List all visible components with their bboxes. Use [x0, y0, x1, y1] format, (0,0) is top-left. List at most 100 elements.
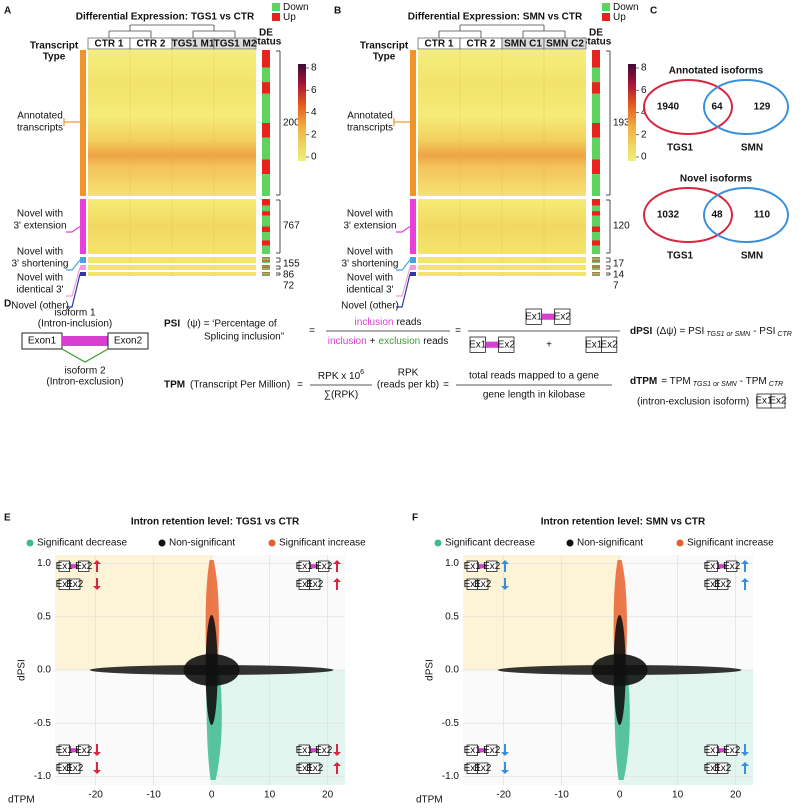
formula-term: dPSI: [630, 326, 652, 337]
group-label: 3' shortening: [12, 259, 69, 270]
connector: [66, 259, 81, 271]
heatmap-block: [418, 50, 586, 196]
arrow-head: [741, 578, 749, 582]
exon-label: Ex2: [714, 579, 732, 590]
de-segment: [262, 123, 270, 138]
de-segment: [592, 260, 600, 261]
formula-text: inclusion reads: [355, 317, 422, 328]
exon-label: Ex1: [464, 561, 482, 572]
formula-term: PSI: [164, 319, 180, 330]
de-segment: [262, 268, 270, 269]
group-label: Novel with: [347, 209, 393, 220]
de-segment: [262, 240, 270, 246]
splice-line: [61, 348, 109, 363]
de-header: Status: [251, 37, 282, 48]
de-segment: [262, 215, 270, 227]
exon-label: Ex1: [296, 579, 314, 590]
y-tick-label: -1.0: [34, 771, 52, 782]
de-segment: [262, 260, 270, 261]
exon-label: Ex1: [296, 561, 314, 572]
formula-text: = TPM: [661, 376, 691, 387]
nonsig-cloud: [183, 654, 240, 686]
intron-bar: [69, 748, 79, 753]
formula-text: dTPM = TPM TGS1 or SMN - TPM CTR: [630, 376, 783, 388]
exon-label: Ex1: [56, 579, 74, 590]
intron-bar: [717, 564, 727, 569]
venn-count: 64: [711, 102, 723, 113]
column-label: CTR 2: [137, 39, 166, 50]
scale-tick-label: 2: [311, 129, 317, 140]
column-label: CTR 1: [425, 39, 454, 50]
venn-count: 48: [711, 210, 723, 221]
connector: [396, 267, 411, 297]
isoform-label: isoform 1: [54, 308, 96, 319]
exon-label: Ex2: [723, 745, 741, 756]
de-segment: [592, 67, 600, 83]
exon-box: [726, 560, 738, 572]
exon-box: [309, 578, 321, 590]
intron-bar: [309, 564, 319, 569]
intron-bar: [62, 336, 108, 346]
exon-label: Ex1: [525, 311, 543, 322]
group-count: 2004: [283, 118, 306, 129]
arrow-head: [501, 586, 509, 590]
formula-text: RPK x 10: [318, 371, 361, 382]
scale-tick-label: 4: [311, 107, 317, 118]
intron-bar: [477, 564, 487, 569]
de-segment: [262, 274, 270, 275]
de-header: DE: [589, 28, 603, 39]
arrow-head: [333, 752, 341, 756]
legend-label: Non-significant: [169, 538, 235, 549]
formula-text: ∑(RPK): [324, 390, 358, 401]
arrow-head: [93, 560, 101, 564]
group-bar: [80, 272, 86, 276]
de-segment: [262, 257, 270, 258]
exon-box: [770, 393, 786, 409]
group-label: Novel (other): [341, 301, 399, 312]
de-segment: [592, 274, 600, 275]
exon-label: Ex2: [554, 311, 572, 322]
y-tick-label: 1.0: [37, 558, 51, 569]
de-segment: [592, 82, 600, 94]
intron-bar: [541, 313, 555, 320]
formula-text: =: [455, 326, 461, 337]
y-tick-label: 0.0: [445, 665, 459, 676]
row-header: Transcript: [30, 41, 79, 52]
exon-label: Ex2: [483, 745, 501, 756]
exon-label: Ex2: [75, 745, 93, 756]
de-segment: [262, 245, 270, 254]
legend-swatch: [272, 13, 280, 21]
group-count: 72: [283, 281, 295, 292]
exon-box: [726, 744, 738, 756]
connector: [396, 273, 411, 308]
formula-sub: TGS1 or SMN: [693, 381, 738, 388]
y-tick-label: -0.5: [34, 718, 52, 729]
formula-text: RPK x 106: [318, 369, 364, 382]
panel-title: Intron retention level: SMN vs CTR: [541, 517, 706, 528]
exon-label: Ex2: [723, 561, 741, 572]
de-segment: [592, 260, 600, 262]
de-segment: [262, 50, 270, 68]
exon-label: Ex1: [56, 745, 74, 756]
de-segment: [262, 269, 270, 270]
exon-label: Exon1: [28, 336, 57, 347]
set-label: SMN: [741, 143, 763, 154]
row-header: Type: [43, 52, 66, 63]
legend-swatch: [602, 3, 610, 11]
color-scale: [628, 64, 636, 161]
exon-box: [477, 762, 489, 774]
de-segment: [262, 82, 270, 94]
group-bar: [410, 265, 416, 270]
exon-label: Ex1: [704, 579, 722, 590]
group-label: Novel with: [17, 273, 63, 284]
formula-text: =: [297, 380, 303, 391]
y-tick-label: 0.5: [445, 611, 459, 622]
connector: [66, 267, 81, 297]
scale-tick-label: 8: [641, 63, 647, 74]
group-count: 17: [613, 259, 625, 270]
arrow-head: [93, 586, 101, 590]
group-bar: [80, 50, 86, 196]
set-label: SMN: [741, 251, 763, 262]
exon-label: Ex2: [306, 763, 324, 774]
heatmap-block: [88, 257, 256, 263]
